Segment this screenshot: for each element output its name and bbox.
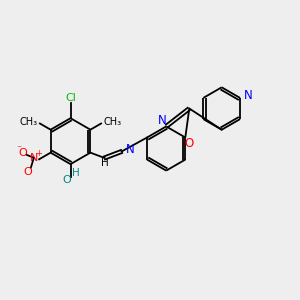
Text: N: N: [126, 142, 134, 156]
Text: O: O: [184, 137, 194, 150]
Text: O: O: [18, 148, 27, 158]
Text: CH₃: CH₃: [20, 117, 38, 127]
Text: N: N: [30, 153, 38, 163]
Text: H: H: [101, 158, 109, 168]
Text: Cl: Cl: [65, 94, 76, 103]
Text: O: O: [23, 167, 32, 177]
Text: N: N: [244, 89, 252, 102]
Text: H: H: [72, 168, 80, 178]
Text: CH₃: CH₃: [103, 117, 122, 127]
Text: +: +: [35, 149, 42, 158]
Text: N: N: [158, 114, 166, 127]
Text: O: O: [63, 175, 71, 185]
Text: ⁻: ⁻: [16, 145, 21, 154]
